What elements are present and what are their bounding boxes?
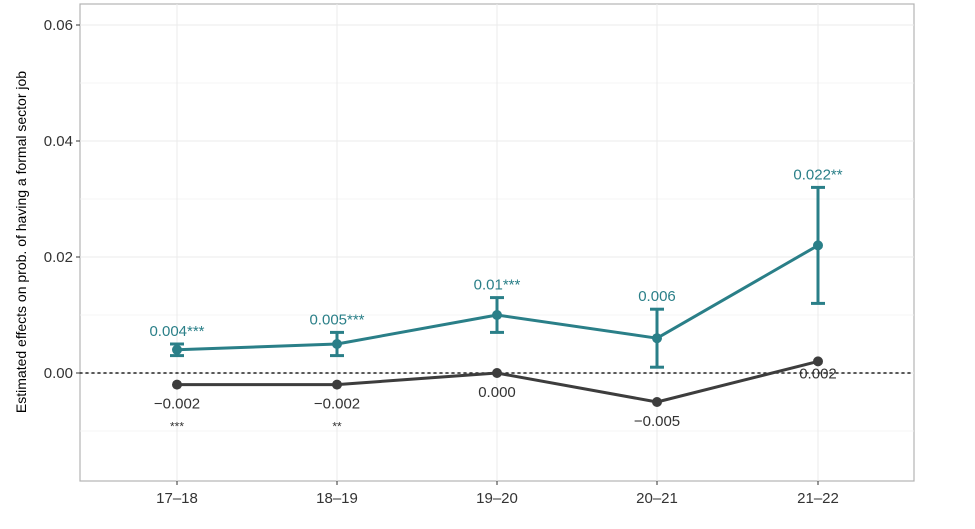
data-point bbox=[652, 333, 662, 344]
x-tick-label: 18–19 bbox=[316, 490, 358, 507]
data-point bbox=[813, 240, 823, 251]
data-label: 0.002 bbox=[799, 365, 837, 382]
data-label: 0.006 bbox=[638, 288, 676, 305]
y-tick-label: 0.04 bbox=[44, 133, 73, 150]
series-dark bbox=[172, 356, 823, 407]
y-tick-label: 0.06 bbox=[44, 17, 73, 34]
data-point bbox=[172, 379, 182, 390]
y-tick-label: 0.00 bbox=[44, 365, 73, 382]
data-point bbox=[492, 368, 502, 378]
data-point bbox=[172, 344, 182, 355]
series-layer bbox=[170, 185, 825, 407]
data-label: 0.004*** bbox=[149, 323, 204, 340]
x-tick-label: 19–20 bbox=[476, 490, 518, 507]
data-label: −0.005 bbox=[634, 413, 680, 430]
data-point bbox=[332, 339, 342, 349]
x-tick-label: 17–18 bbox=[156, 490, 198, 507]
x-tick-label: 21–22 bbox=[797, 490, 839, 507]
x-tick-label: 20–21 bbox=[636, 490, 678, 507]
significance-label: ** bbox=[332, 420, 342, 434]
y-axis: 0.00 0.02 0.04 0.06 bbox=[44, 17, 80, 382]
y-axis-label: Estimated effects on prob. of having a f… bbox=[13, 71, 29, 413]
data-label: 0.000 bbox=[478, 384, 516, 401]
data-point bbox=[813, 356, 823, 367]
data-labels: 0.004*** 0.005*** 0.01*** 0.006 0.022** −0.00… bbox=[149, 166, 842, 433]
data-point bbox=[332, 379, 342, 390]
data-point bbox=[652, 397, 662, 407]
data-label: 0.022** bbox=[793, 166, 842, 183]
data-label: 0.005*** bbox=[309, 311, 364, 328]
series-teal bbox=[170, 185, 825, 369]
grid bbox=[80, 4, 914, 481]
data-label: −0.002 bbox=[314, 396, 360, 413]
data-label: 0.01*** bbox=[474, 277, 521, 294]
data-label: −0.002 bbox=[154, 396, 200, 413]
y-tick-label: 0.02 bbox=[44, 249, 73, 266]
significance-label: *** bbox=[170, 420, 184, 434]
data-point bbox=[492, 310, 502, 320]
x-axis: 17–18 18–19 19–20 20–21 21–22 bbox=[156, 481, 839, 507]
